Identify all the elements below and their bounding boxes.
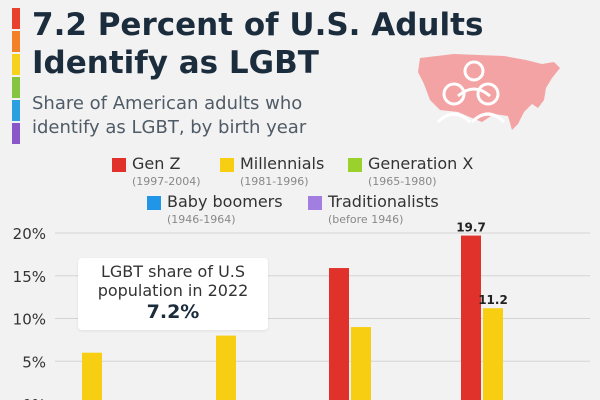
- bar-millennials: [82, 352, 102, 400]
- legend-swatch: [147, 196, 161, 210]
- y-tick-label: 15%: [13, 268, 46, 286]
- stripe-segment: [12, 54, 20, 75]
- page-title: 7.2 Percent of U.S. Adults Identify as L…: [32, 7, 484, 81]
- stripe-segment: [12, 100, 20, 121]
- callout-box: LGBT share of U.S population in 2022 7.2…: [78, 258, 268, 330]
- y-tick-label: 10%: [13, 311, 46, 329]
- legend-years: (before 1946): [328, 213, 404, 226]
- callout-text: LGBT share of U.S population in 2022: [97, 262, 249, 300]
- stripe-segment: [12, 123, 20, 144]
- bar-millennials: [351, 327, 371, 400]
- legend-label: Traditionalists: [328, 192, 439, 211]
- y-tick-label: 20%: [13, 225, 46, 243]
- bar-gen-z: [461, 235, 481, 400]
- legend-swatch: [220, 158, 234, 172]
- legend-label: Generation X: [368, 154, 474, 173]
- stripe-segment: [12, 77, 20, 98]
- y-tick-label: 5%: [22, 353, 46, 371]
- legend-swatch: [112, 158, 126, 172]
- bar-value-label: 11.2: [478, 293, 508, 307]
- page-subtitle: Share of American adults who identify as…: [32, 93, 307, 138]
- legend-swatch: [308, 196, 322, 210]
- legend-years: (1981-1996): [240, 175, 309, 188]
- stripe-segment: [12, 8, 20, 29]
- legend-label: Millennials: [240, 154, 325, 173]
- callout-value: 7.2%: [146, 301, 200, 323]
- bar-millennials: [216, 335, 236, 400]
- stripe-segment: [12, 31, 20, 52]
- legend-label: Gen Z: [132, 154, 181, 173]
- legend-years: (1946-1964): [167, 213, 236, 226]
- bar-value-label: 19.7: [456, 221, 486, 235]
- legend-years: (1997-2004): [132, 175, 201, 188]
- bar-millennials: [483, 308, 503, 400]
- legend-swatch: [348, 158, 362, 172]
- legend-label: Baby boomers: [167, 192, 283, 211]
- y-tick-label: 0%: [22, 396, 46, 400]
- us-map-people-icon: [418, 54, 560, 130]
- legend-years: (1965-1980): [368, 175, 437, 188]
- bar-gen-z: [329, 268, 349, 400]
